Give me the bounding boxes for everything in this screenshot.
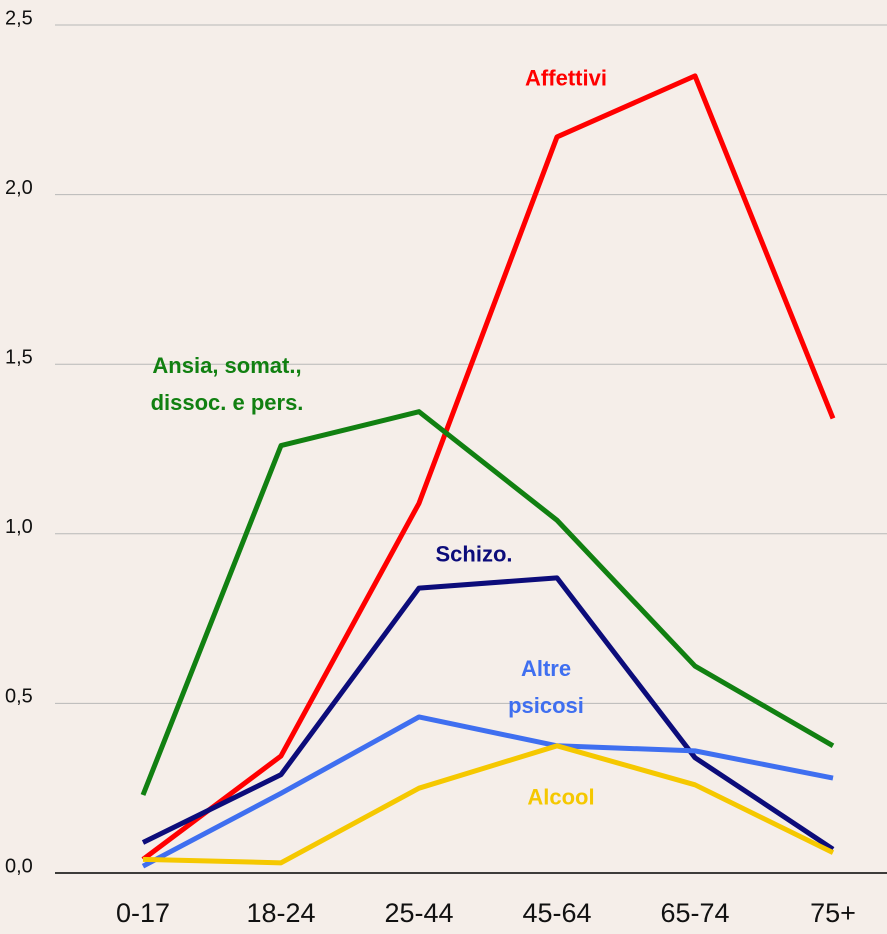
series-line bbox=[140, 409, 835, 796]
series-label: Alcool bbox=[527, 784, 595, 810]
x-tick-label: 18-24 bbox=[246, 898, 315, 928]
series-label: Ansia, somat., dissoc. e pers. bbox=[150, 353, 304, 415]
series-line bbox=[141, 73, 836, 862]
y-tick-label: 2,0 bbox=[5, 177, 33, 199]
y-tick-label: 0,0 bbox=[5, 855, 33, 877]
series-line bbox=[142, 743, 835, 866]
y-tick-label: 0,5 bbox=[5, 686, 33, 708]
series-label: Schizo. bbox=[435, 541, 513, 567]
x-tick-label: 0-17 bbox=[116, 898, 170, 928]
y-tick-label: 2,5 bbox=[5, 7, 33, 29]
series-line bbox=[141, 575, 835, 852]
y-tick-label: 1,5 bbox=[5, 346, 33, 368]
series-label: Altre psicosi bbox=[508, 656, 584, 718]
series-line bbox=[141, 714, 834, 869]
x-tick-label: 75+ bbox=[810, 898, 856, 928]
x-tick-label: 25-44 bbox=[384, 898, 453, 928]
x-tick-label: 45-64 bbox=[522, 898, 591, 928]
x-tick-label: 65-74 bbox=[660, 898, 729, 928]
series-label: Affettivi bbox=[525, 65, 607, 91]
y-tick-label: 1,0 bbox=[5, 516, 33, 538]
